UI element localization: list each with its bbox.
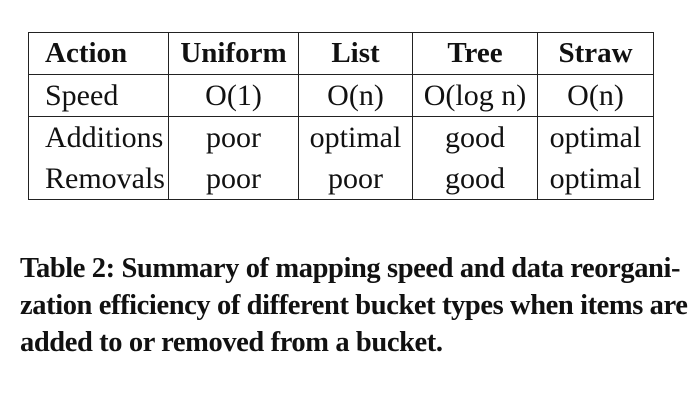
cell-additions-tree: good <box>412 116 538 158</box>
cell-speed-uniform: O(1) <box>168 74 299 117</box>
caption-line: zation efficiency of different bucket ty… <box>20 290 688 321</box>
cell-removals-straw: optimal <box>537 158 654 200</box>
row-label-additions: Additions <box>28 116 169 158</box>
table-row-removals: Removals poor poor good optimal <box>28 158 654 200</box>
cell-additions-straw: optimal <box>537 116 654 158</box>
row-label-speed: Speed <box>28 74 169 117</box>
bucket-types-table: Action Uniform List Tree Straw Speed O(1… <box>28 32 654 200</box>
header-uniform: Uniform <box>168 32 299 75</box>
cell-speed-straw: O(n) <box>537 74 654 117</box>
row-label-removals: Removals <box>28 158 169 200</box>
bucket-types-table-container: Action Uniform List Tree Straw Speed O(1… <box>28 32 654 200</box>
caption-line: added to or removed from a bucket. <box>20 327 443 358</box>
header-straw: Straw <box>537 32 654 75</box>
cell-speed-list: O(n) <box>298 74 413 117</box>
table-caption: Table 2: Summary of mapping speed and da… <box>20 250 688 361</box>
cell-removals-list: poor <box>298 158 413 200</box>
cell-speed-tree: O(log n) <box>412 74 538 117</box>
cell-removals-tree: good <box>412 158 538 200</box>
table-header-row: Action Uniform List Tree Straw <box>28 32 654 75</box>
cell-removals-uniform: poor <box>168 158 299 200</box>
header-tree: Tree <box>412 32 538 75</box>
table-row-speed: Speed O(1) O(n) O(log n) O(n) <box>28 74 654 117</box>
table-row-additions: Additions poor optimal good optimal <box>28 116 654 158</box>
cell-additions-uniform: poor <box>168 116 299 158</box>
header-list: List <box>298 32 413 75</box>
cell-additions-list: optimal <box>298 116 413 158</box>
caption-line: Table 2: Summary of mapping speed and da… <box>20 253 681 284</box>
header-action: Action <box>28 32 169 75</box>
